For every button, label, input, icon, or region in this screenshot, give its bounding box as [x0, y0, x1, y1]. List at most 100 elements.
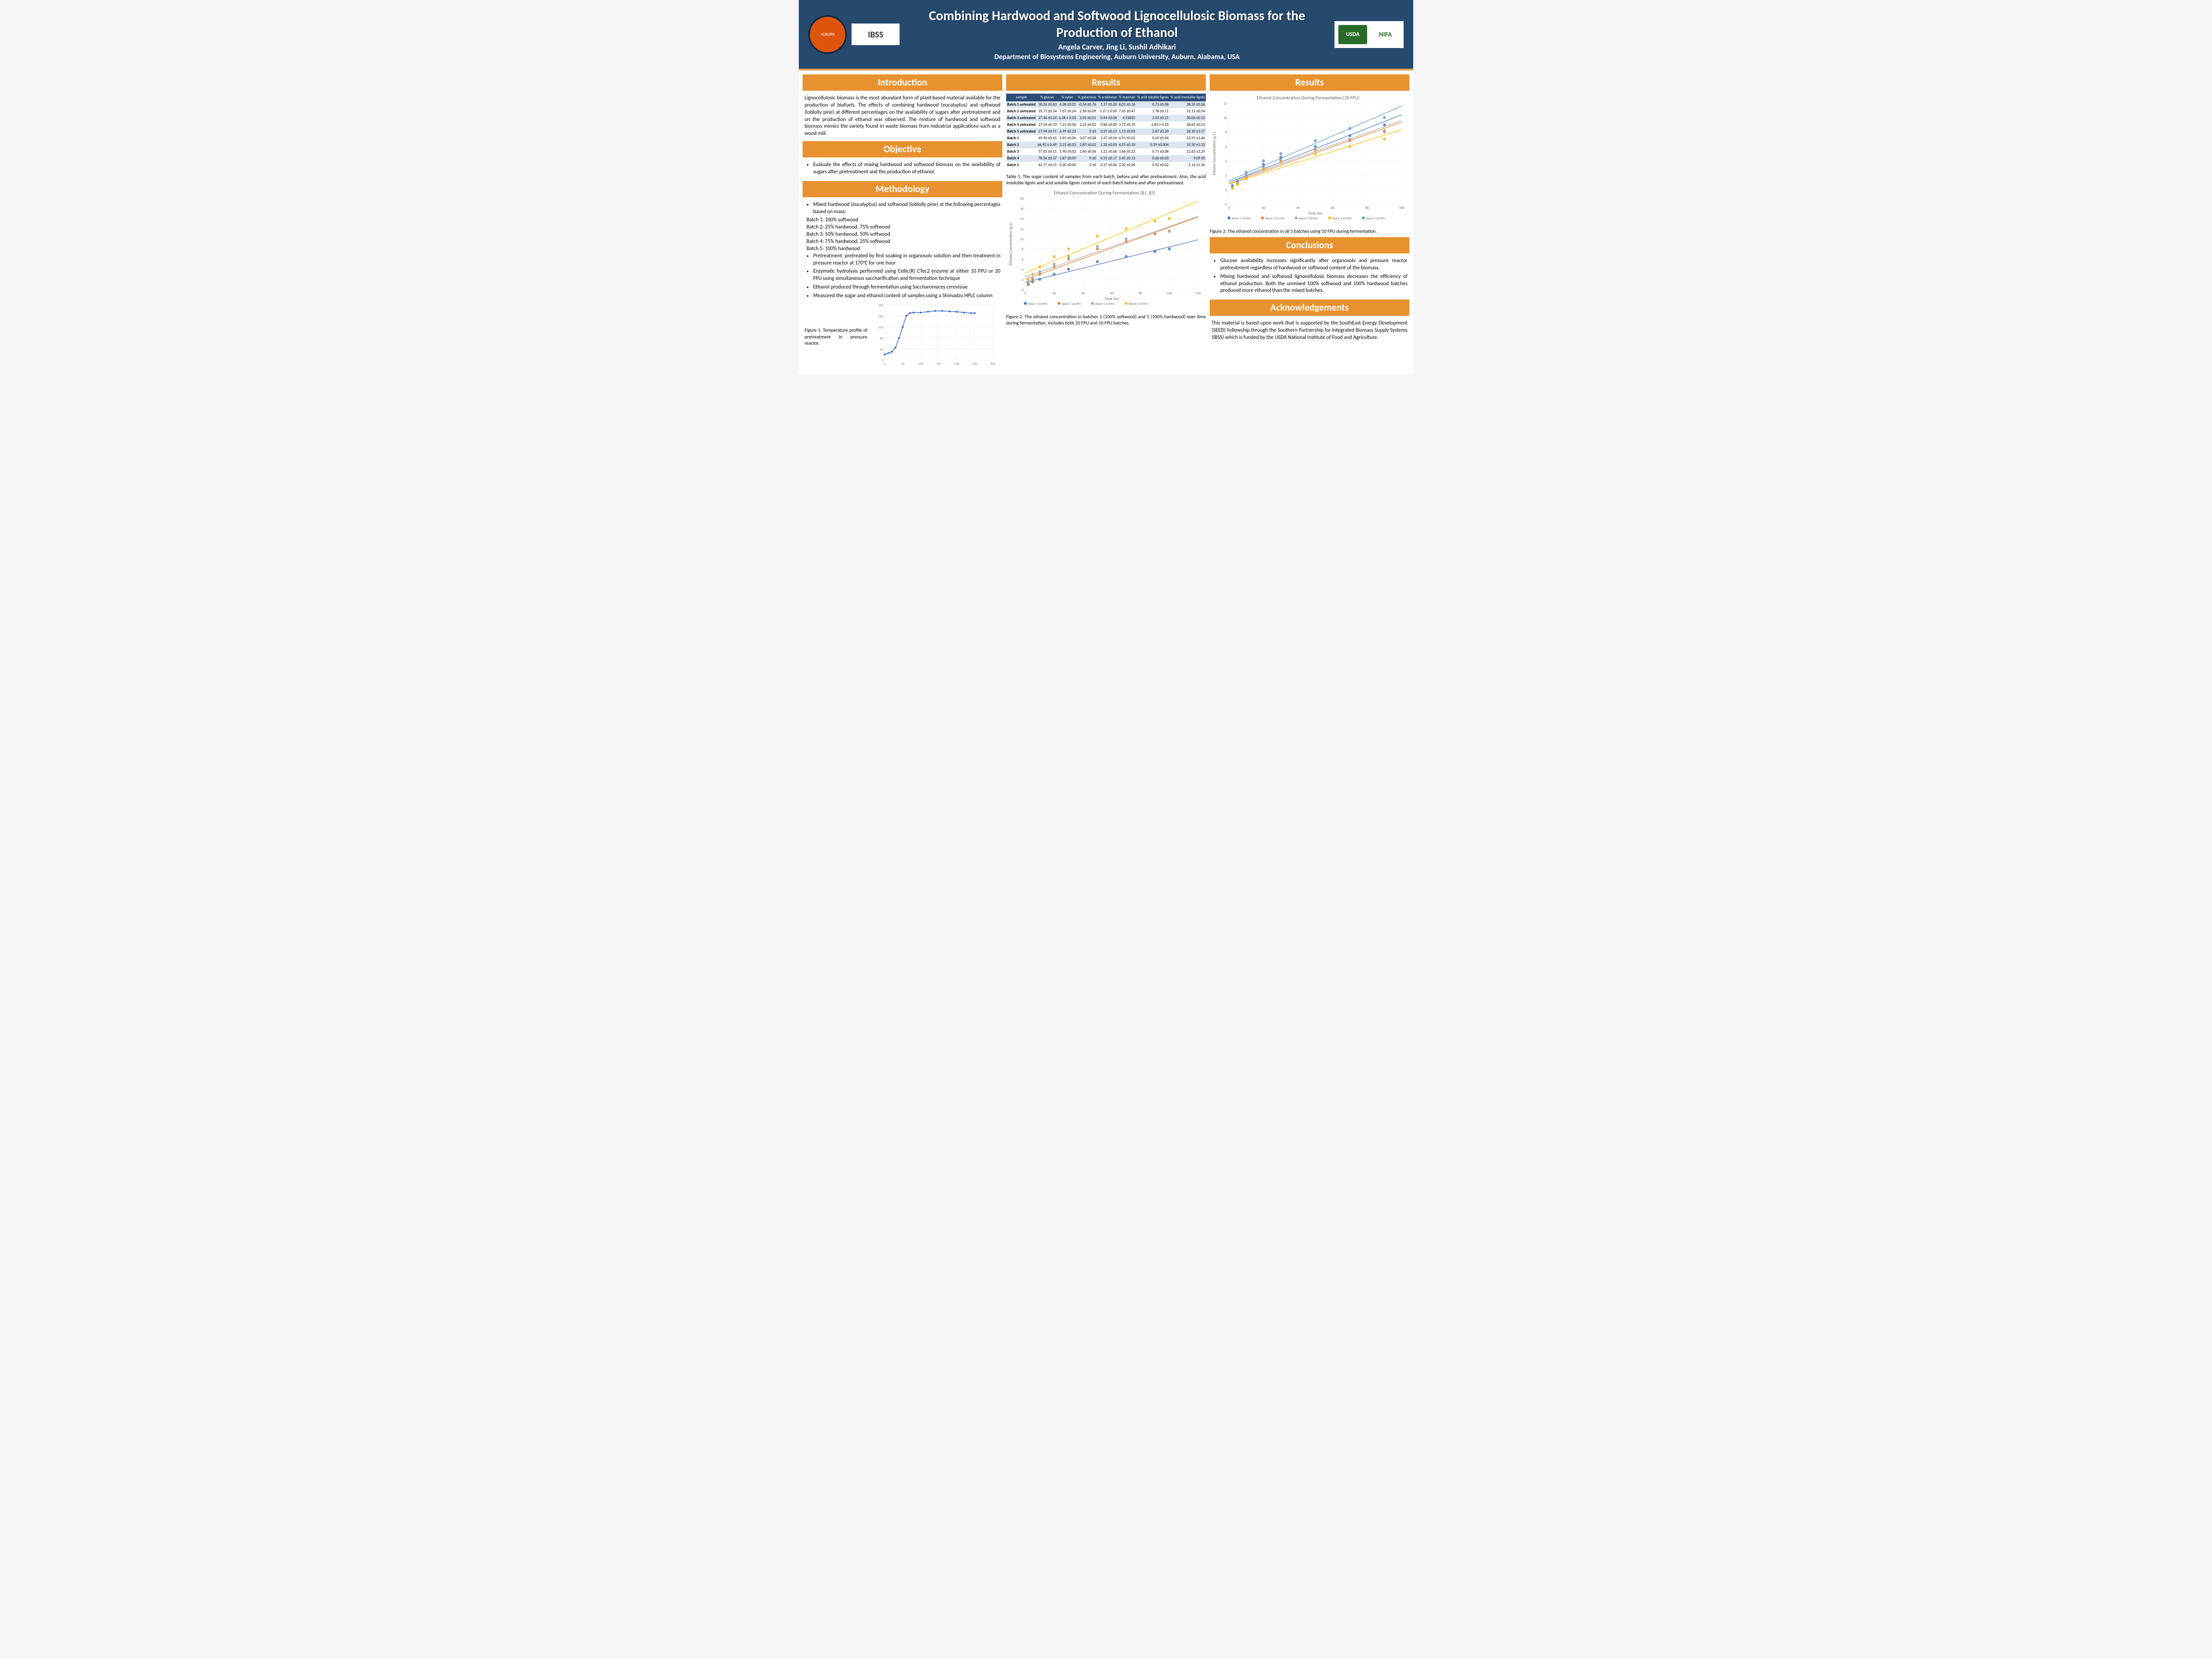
svg-text:100: 100 [1167, 291, 1172, 295]
svg-text:0: 0 [1022, 288, 1023, 292]
section-methodology-body: Mixed hardwood (eucalyptus) and softwood… [803, 200, 1002, 371]
column-1: Introduction Lignocellulosic biomass is … [803, 74, 1002, 371]
logo-ibss: IBSS [852, 24, 900, 45]
svg-text:200: 200 [878, 303, 883, 307]
section-conclusions-body: Glucose availability increases significa… [1210, 256, 1409, 297]
batch-item: Batch 3: 50% hardwood, 50% softwood [806, 231, 1000, 238]
table1-caption: Table 1. The sugar content of samples fr… [1006, 173, 1206, 186]
svg-text:Batch 1 10 FPU: Batch 1 10 FPU [1028, 302, 1047, 306]
svg-text:40: 40 [879, 347, 883, 351]
svg-text:Batch 1 20 FPU: Batch 1 20 FPU [1232, 216, 1251, 220]
figure2-caption: Figure 2. The ethanol concentration in b… [1006, 313, 1206, 326]
batch-item: Batch 2: 25% hardwood, 75% softwood [806, 224, 1000, 231]
svg-text:6: 6 [1022, 257, 1023, 262]
logo-nifa: NIFA [1371, 25, 1400, 44]
header-logos-left: AUBURN IBSS [808, 15, 900, 54]
batch-item: Batch 1: 100% softwood [806, 216, 1000, 224]
section-conclusions-title: Conclusions [1210, 237, 1409, 253]
poster: AUBURN IBSS Combining Hardwood and Softw… [799, 0, 1413, 374]
svg-text:50: 50 [901, 361, 904, 366]
svg-text:Ethanol Concentration During F: Ethanol Concentration During Fermentatio… [1257, 95, 1360, 101]
section-methodology-title: Methodology [803, 181, 1002, 197]
svg-text:Batch 5 10 FPU: Batch 5 10 FPU [1095, 302, 1115, 306]
svg-text:200: 200 [954, 361, 959, 366]
poster-authors: Angela Carver, Jing Li, Sushil Adhikari [907, 43, 1327, 52]
poster-department: Department of Biosystems Engineering, Au… [907, 53, 1327, 61]
poster-header: AUBURN IBSS Combining Hardwood and Softw… [799, 0, 1413, 71]
figure1-caption: Figure 1. Temperature profile of pretrea… [805, 327, 867, 347]
svg-text:0: 0 [1228, 205, 1230, 210]
section-ack-title: Acknowledgements [1210, 300, 1409, 316]
svg-text:0: 0 [881, 358, 883, 362]
figure1-chart: 05010015020025030004080120160200 [870, 302, 1000, 370]
methodology-mix-intro: Mixed hardwood (eucalyptus) and softwood… [813, 201, 1000, 216]
svg-text:120: 120 [878, 325, 883, 329]
svg-text:4: 4 [1225, 159, 1227, 163]
svg-text:2: 2 [1022, 277, 1023, 282]
svg-text:Time (hr): Time (hr) [1308, 211, 1322, 216]
svg-text:40: 40 [1081, 291, 1085, 295]
method-steps: Pretreatment: pretreated by first soakin… [805, 252, 1000, 300]
svg-text:80: 80 [879, 336, 883, 340]
svg-text:Batch 3 20 FPU: Batch 3 20 FPU [1299, 216, 1318, 220]
figure3-caption: Figure 3. The ethanol concentration in a… [1210, 228, 1409, 234]
svg-text:120: 120 [1196, 291, 1201, 295]
svg-text:8: 8 [1225, 130, 1227, 134]
section-ack-body: This material is based upon work that is… [1210, 319, 1409, 342]
svg-text:16: 16 [1020, 206, 1024, 211]
svg-text:160: 160 [878, 314, 883, 318]
svg-text:40: 40 [1296, 205, 1300, 210]
method-step: Ethanol produced through fermentation us… [813, 284, 1000, 291]
svg-text:300: 300 [990, 361, 995, 366]
svg-text:Batch 4 20 FPU: Batch 4 20 FPU [1333, 216, 1352, 220]
svg-text:10: 10 [1020, 237, 1024, 241]
svg-text:100: 100 [918, 361, 923, 366]
svg-text:Ethanol Concentration During F: Ethanol Concentration During Fermentatio… [1054, 190, 1155, 196]
header-text: Combining Hardwood and Softwood Lignocel… [907, 7, 1327, 61]
section-results1-title: Results [1006, 74, 1206, 91]
svg-text:Batch 5 20 FPU: Batch 5 20 FPU [1366, 216, 1385, 220]
svg-text:2: 2 [1225, 173, 1227, 178]
batch-item: Batch 4: 75% hardwood, 25% softwood [806, 238, 1000, 245]
svg-text:Batch 5 20 FPU: Batch 5 20 FPU [1129, 302, 1148, 306]
svg-text:8: 8 [1022, 247, 1023, 252]
svg-text:10: 10 [1224, 116, 1227, 120]
section-results2-title: Results [1210, 74, 1409, 91]
section-introduction-body: Lignocellulosic biomass is the most abun… [803, 94, 1002, 138]
conclusion-item: Mixing hardwood and softwood lignocellul… [1220, 273, 1407, 295]
svg-text:60: 60 [1110, 291, 1114, 295]
svg-text:Ethanol Concentration (g/L): Ethanol Concentration (g/L) [1212, 132, 1217, 175]
svg-text:80: 80 [1365, 205, 1369, 210]
svg-text:14: 14 [1020, 216, 1024, 221]
svg-text:18: 18 [1020, 196, 1024, 201]
column-3: Results Ethanol Concentration During Fer… [1210, 74, 1409, 371]
poster-title: Combining Hardwood and Softwood Lignocel… [907, 7, 1327, 41]
svg-text:Batch 1 20 FPU: Batch 1 20 FPU [1062, 302, 1081, 306]
svg-text:Time (hr): Time (hr) [1105, 297, 1119, 301]
svg-text:0: 0 [1225, 188, 1227, 192]
svg-text:12: 12 [1020, 227, 1024, 231]
batch-item: Batch 5: 100% hardwood [806, 245, 1000, 252]
svg-text:60: 60 [1331, 205, 1334, 210]
svg-text:Batch 2 20 FPU: Batch 2 20 FPU [1265, 216, 1285, 220]
poster-content: Introduction Lignocellulosic biomass is … [799, 71, 1413, 374]
svg-text:150: 150 [936, 361, 941, 366]
svg-text:6: 6 [1225, 144, 1227, 149]
svg-text:4: 4 [1022, 267, 1023, 272]
column-2: Results sample% glucan% xylan% galactose… [1006, 74, 1206, 371]
svg-text:Ethanol Concentration (g/L): Ethanol Concentration (g/L) [1009, 222, 1013, 265]
table1: sample% glucan% xylan% galactose% arabin… [1006, 94, 1206, 168]
objective-item: Evaluate the effects of mixing hardwood … [813, 161, 1000, 176]
logo-usda: USDA [1338, 25, 1367, 44]
figure3-chart: Ethanol Concentration During Fermentatio… [1210, 94, 1409, 223]
section-objective-body: Evaluate the effects of mixing hardwood … [803, 160, 1002, 178]
svg-text:250: 250 [972, 361, 977, 366]
svg-text:12: 12 [1224, 101, 1227, 106]
method-step: Pretreatment: pretreated by first soakin… [813, 252, 1000, 267]
section-introduction-title: Introduction [803, 74, 1002, 91]
method-step: Enzymatic hydrolysis performed using Cel… [813, 268, 1000, 282]
header-logos-right: USDA NIFA [1334, 21, 1404, 48]
svg-text:80: 80 [1139, 291, 1142, 295]
conclusion-item: Glucose availability increases significa… [1220, 257, 1407, 272]
svg-text:-2: -2 [1224, 202, 1227, 206]
